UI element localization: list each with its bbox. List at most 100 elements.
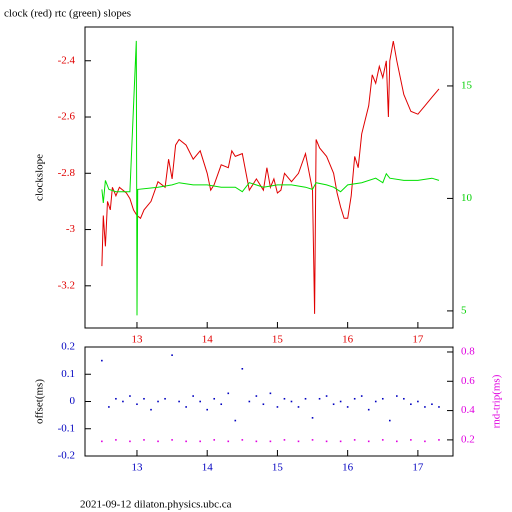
data-point — [255, 440, 258, 443]
data-point — [431, 403, 433, 406]
data-point — [248, 400, 251, 403]
data-point — [396, 440, 398, 443]
data-point — [220, 403, 223, 406]
data-point — [122, 400, 124, 403]
data-point — [115, 439, 117, 441]
footer: 2021-09-12 dilaton.physics.ubc.ca — [80, 499, 232, 511]
data-point — [192, 395, 194, 397]
data-point — [227, 440, 230, 443]
data-point — [339, 400, 342, 403]
data-point — [199, 400, 201, 403]
data-point — [353, 397, 356, 400]
y-tick-label: 0.1 — [61, 368, 75, 380]
data-point — [403, 397, 405, 400]
y-axis-label: offset(ms) — [34, 379, 46, 424]
data-point — [438, 406, 440, 408]
data-point — [241, 439, 244, 441]
data-point — [311, 439, 314, 441]
data-point — [199, 440, 201, 443]
data-point — [346, 406, 349, 408]
plot-frame — [84, 26, 454, 329]
data-point — [438, 439, 440, 441]
x-tick-label: 17 — [412, 462, 424, 474]
data-point — [227, 392, 230, 395]
data-point — [424, 406, 426, 408]
data-point — [304, 397, 307, 400]
y-tick-label: -3.2 — [58, 279, 75, 291]
y-tick-label: 0.2 — [61, 341, 75, 353]
data-point — [171, 354, 173, 356]
x-tick-label: 15 — [272, 462, 284, 474]
data-point — [297, 406, 300, 408]
data-point — [136, 403, 138, 406]
data-point — [424, 440, 426, 443]
x-tick-label: 16 — [342, 462, 354, 474]
data-point — [129, 395, 131, 397]
data-point — [164, 397, 166, 400]
data-point — [171, 439, 173, 441]
data-point — [206, 408, 208, 411]
data-point — [255, 395, 258, 397]
data-point — [332, 403, 335, 406]
chart-title: clock (red) rtc (green) slopes — [4, 8, 131, 20]
data-point — [234, 419, 237, 422]
y2-tick-label: 0.8 — [461, 346, 475, 358]
data-point — [283, 397, 286, 400]
x-tick-label: 17 — [412, 334, 424, 346]
data-point — [360, 395, 363, 397]
data-point — [101, 440, 103, 443]
x-tick-label: 13 — [131, 334, 143, 346]
data-point — [353, 439, 356, 441]
data-point — [396, 395, 398, 397]
y-tick-label: -0.1 — [58, 422, 75, 434]
x-tick-label: 16 — [342, 334, 354, 346]
data-line — [101, 41, 440, 314]
data-point — [297, 440, 300, 443]
data-point — [143, 439, 145, 441]
data-point — [374, 400, 377, 403]
data-point — [325, 395, 328, 397]
data-point — [381, 397, 384, 400]
data-line — [101, 40, 440, 316]
data-point — [269, 392, 272, 395]
y2-tick-label: 15 — [461, 79, 473, 91]
y2-tick-label: 10 — [461, 192, 473, 204]
y-tick-label: -2.6 — [58, 111, 76, 123]
y2-axis-label: rnd-trip(ms) — [491, 374, 503, 428]
data-point — [143, 397, 145, 400]
data-point — [318, 397, 321, 400]
data-point — [108, 406, 110, 408]
data-point — [185, 440, 187, 443]
data-point — [129, 440, 131, 443]
y2-tick-label: 5 — [461, 304, 467, 316]
data-point — [115, 397, 117, 400]
x-tick-label: 14 — [202, 334, 214, 346]
y-tick-label: 0 — [70, 395, 76, 407]
data-point — [417, 400, 419, 403]
x-tick-label: 13 — [131, 462, 143, 474]
data-point — [388, 419, 391, 422]
data-point — [325, 440, 328, 443]
data-point — [311, 417, 314, 419]
data-point — [185, 406, 187, 408]
x-tick-label: 15 — [272, 334, 284, 346]
y-axis-label: clockslope — [34, 154, 46, 201]
data-point — [367, 440, 370, 443]
data-point — [290, 400, 293, 403]
data-point — [213, 397, 216, 400]
data-point — [150, 408, 152, 411]
y-tick-label: -2.8 — [58, 167, 76, 179]
data-point — [241, 368, 244, 370]
data-point — [339, 440, 342, 443]
y-tick-label: -0.2 — [58, 450, 75, 462]
data-point — [101, 359, 103, 362]
data-point — [213, 439, 216, 441]
data-point — [381, 439, 384, 441]
data-point — [276, 406, 279, 408]
data-point — [367, 408, 370, 411]
data-point — [283, 439, 286, 441]
data-point — [157, 440, 159, 443]
data-point — [178, 400, 180, 403]
data-point — [410, 439, 412, 441]
